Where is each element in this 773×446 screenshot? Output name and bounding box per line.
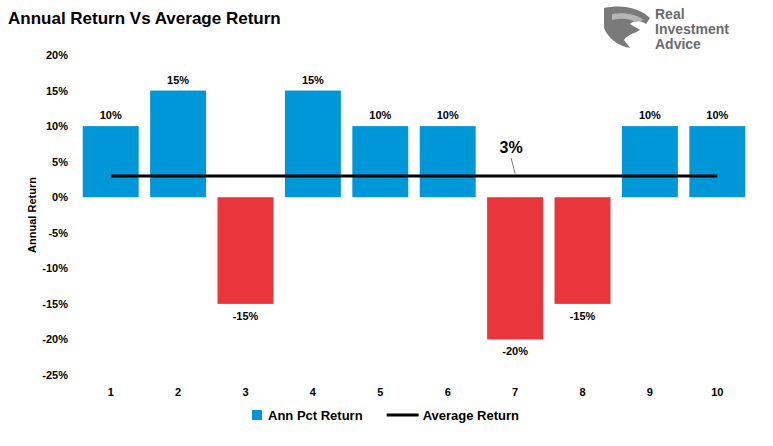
y-tick-label: -25% bbox=[42, 369, 68, 381]
x-tick-label: 7 bbox=[512, 386, 518, 398]
y-tick-label: 0% bbox=[52, 191, 68, 203]
data-label: -15% bbox=[570, 310, 596, 322]
y-tick-label: 5% bbox=[52, 156, 68, 168]
data-label: 10% bbox=[369, 109, 391, 121]
logo-icon-detail bbox=[612, 13, 644, 22]
x-tick-label: 8 bbox=[579, 386, 585, 398]
x-tick-label: 9 bbox=[647, 386, 653, 398]
data-label: 15% bbox=[167, 74, 189, 86]
x-tick-label: 4 bbox=[310, 386, 317, 398]
legend-swatch bbox=[252, 410, 262, 420]
source-line: Investment bbox=[655, 21, 729, 37]
y-tick-label: 20% bbox=[46, 49, 68, 61]
data-label: 10% bbox=[706, 109, 728, 121]
bar bbox=[150, 91, 206, 198]
data-label: 10% bbox=[437, 109, 459, 121]
title: Annual Return Vs Average Return bbox=[8, 9, 281, 28]
source: RealInvestmentAdvice bbox=[655, 6, 729, 52]
x-tick-label: 1 bbox=[108, 386, 114, 398]
bar bbox=[420, 126, 476, 197]
y-tick-label: -20% bbox=[42, 333, 68, 345]
y-axis-label: Annual Return bbox=[26, 177, 38, 253]
x-tick-label: 2 bbox=[175, 386, 181, 398]
bar bbox=[555, 197, 611, 304]
bar bbox=[285, 91, 341, 198]
legend-swatch bbox=[387, 414, 419, 417]
legend: Ann Pct Return Average Return bbox=[252, 408, 519, 423]
legend-label: Ann Pct Return bbox=[268, 408, 363, 423]
logo-icon bbox=[604, 6, 650, 48]
y-tick-label: -15% bbox=[42, 298, 68, 310]
data-label: 10% bbox=[639, 109, 661, 121]
x-tick-label: 10 bbox=[711, 386, 723, 398]
data-labels: 10% 15% -15% 15% 10% 10% -20% -15% 10% 10% 3% bbox=[100, 74, 729, 358]
x-tick-label: 5 bbox=[377, 386, 383, 398]
annotation-leader bbox=[511, 158, 515, 174]
y-tick-label: -10% bbox=[42, 262, 68, 274]
background bbox=[0, 0, 773, 446]
data-label: -20% bbox=[502, 345, 528, 357]
marks bbox=[83, 91, 746, 340]
x-axis: 1 2 3 4 5 6 7 8 9 10 bbox=[108, 386, 724, 398]
y-axis: -25% -20% -15% -10% -5% 0% 5% 10% 15% 20% bbox=[42, 49, 74, 381]
average-line bbox=[111, 174, 718, 177]
annotation: 3% bbox=[500, 139, 523, 156]
y-tick-label: 10% bbox=[46, 120, 68, 132]
x-tick-label: 6 bbox=[445, 386, 451, 398]
bar bbox=[83, 126, 139, 197]
legend-label: Average Return bbox=[423, 408, 519, 423]
data-label: 15% bbox=[302, 74, 324, 86]
source-line: Real bbox=[655, 6, 685, 22]
bar bbox=[352, 126, 408, 197]
bar bbox=[622, 126, 678, 197]
y-tick-label: 15% bbox=[46, 85, 68, 97]
data-label: 10% bbox=[100, 109, 122, 121]
data-label: -15% bbox=[233, 310, 259, 322]
y-tick-label: -5% bbox=[48, 227, 68, 239]
bar bbox=[487, 197, 543, 339]
logo: RealInvestmentAdvice bbox=[604, 6, 729, 52]
bar bbox=[689, 126, 745, 197]
chart: Annual Return Vs Average Return RealInves… bbox=[0, 0, 773, 446]
x-tick-label: 3 bbox=[242, 386, 248, 398]
source-line: Advice bbox=[655, 36, 701, 52]
bar bbox=[218, 197, 274, 304]
